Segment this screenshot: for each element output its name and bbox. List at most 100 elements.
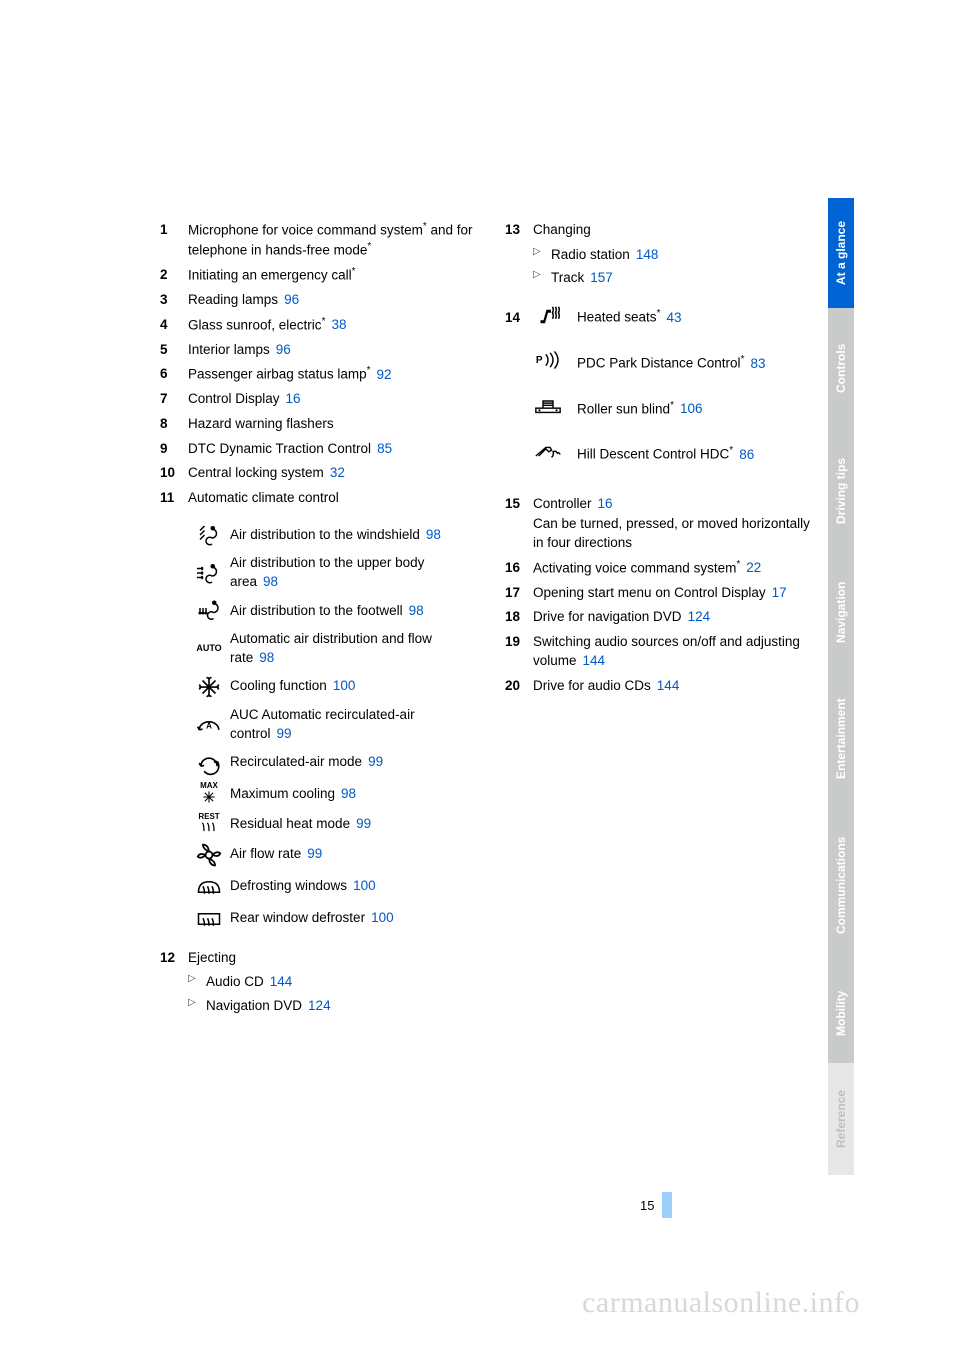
tab-entertainment[interactable]: Entertainment	[828, 671, 854, 807]
tab-navigation[interactable]: Navigation	[828, 553, 854, 671]
item-number: 18	[505, 607, 533, 627]
page-ref[interactable]: 86	[739, 447, 754, 462]
list-item: 1Microphone for voice command system* an…	[160, 220, 475, 260]
page-ref[interactable]: 38	[331, 317, 346, 332]
icon-text: Automatic air distribution and flow rate…	[230, 630, 475, 668]
item-number: 1	[160, 220, 188, 260]
right-column: 13 Changing ▷Radio station148▷Track157 1…	[505, 220, 820, 1019]
page-ref[interactable]: 16	[286, 391, 301, 406]
item-note: Can be turned, pressed, or moved horizon…	[533, 514, 820, 553]
page-ref[interactable]: 16	[598, 496, 613, 511]
rest-icon: REST	[188, 813, 230, 836]
icon-text: Cooling function100	[230, 677, 475, 696]
page-ref[interactable]: 100	[333, 678, 356, 693]
list-item: 3Reading lamps96	[160, 290, 475, 310]
item-text: Reading lamps96	[188, 290, 475, 310]
item-number: 19	[505, 632, 533, 671]
page-ref[interactable]: 85	[377, 441, 392, 456]
icon-text: AUC Automatic recirculated-air control99	[230, 706, 475, 744]
sub-item: ▷Navigation DVD124	[160, 996, 475, 1016]
item-number: 10	[160, 463, 188, 483]
hdc-icon	[533, 438, 577, 470]
icon-row: Air distribution to the upper body area9…	[160, 554, 475, 592]
item-text: PDC Park Distance Control*83	[577, 353, 820, 373]
page-ref[interactable]: 144	[583, 653, 606, 668]
page-ref[interactable]: 98	[409, 603, 424, 618]
watermark: carmanualsonline.info	[582, 1286, 860, 1320]
sunblind-icon	[533, 393, 577, 425]
tab-reference[interactable]: Reference	[828, 1063, 854, 1175]
sub-text: Track157	[551, 268, 820, 288]
item-text: Roller sun blind*106	[577, 399, 820, 419]
icon-row: Air flow rate99	[160, 842, 475, 868]
air-footwell-icon	[188, 598, 230, 624]
tab-mobility[interactable]: Mobility	[828, 963, 854, 1063]
air-upper-icon	[188, 560, 230, 586]
page-ref[interactable]: 144	[270, 974, 293, 989]
tab-driving-tips[interactable]: Driving tips	[828, 429, 854, 553]
page-ref[interactable]: 43	[666, 310, 681, 325]
item-text: Changing	[533, 220, 820, 240]
page-ref[interactable]: 98	[341, 786, 356, 801]
page-ref[interactable]: 98	[259, 650, 274, 665]
page-ref[interactable]: 22	[746, 560, 761, 575]
icon-row: AAUC Automatic recirculated-air control9…	[160, 706, 475, 744]
page-ref[interactable]: 99	[356, 816, 371, 831]
icon-row: AUTOAutomatic air distribution and flow …	[160, 630, 475, 668]
list-item: 10Central locking system32	[160, 463, 475, 483]
page-ref[interactable]: 32	[330, 465, 345, 480]
icon-text: Maximum cooling98	[230, 785, 475, 804]
left-column: 1Microphone for voice command system* an…	[160, 220, 475, 1019]
item-number: 20	[505, 676, 533, 696]
page-ref[interactable]: 157	[590, 270, 613, 285]
sub-text: Radio station148	[551, 245, 820, 265]
icon-text: Defrosting windows100	[230, 877, 475, 896]
page-ref[interactable]: 99	[368, 754, 383, 769]
icon-text: Air distribution to the footwell98	[230, 602, 475, 621]
item-13: 13 Changing	[505, 220, 820, 240]
page-ref[interactable]: 100	[371, 910, 394, 925]
page-ref[interactable]: 98	[263, 574, 278, 589]
sub-text: Audio CD144	[206, 972, 475, 992]
tab-communications[interactable]: Communications	[828, 807, 854, 963]
item-text: Interior lamps96	[188, 340, 475, 360]
page-ref[interactable]: 99	[307, 846, 322, 861]
list-item: 8Hazard warning flashers	[160, 414, 475, 434]
item-text: Central locking system32	[188, 463, 475, 483]
list-item: 18Drive for navigation DVD124	[505, 607, 820, 627]
item-text: Microphone for voice command system* and…	[188, 220, 475, 260]
triangle-icon: ▷	[188, 996, 206, 1016]
page-ref[interactable]: 124	[688, 609, 711, 624]
page-ref[interactable]: 83	[750, 356, 765, 371]
tab-at-a-glance[interactable]: At a glance	[828, 198, 854, 308]
page-ref[interactable]: 124	[308, 998, 331, 1013]
item-text: Activating voice command system*22	[533, 558, 820, 578]
icon-row: Cooling function100	[160, 674, 475, 700]
item-number: 4	[160, 315, 188, 335]
list-item: 20Drive for audio CDs144	[505, 676, 820, 696]
item-number: 8	[160, 414, 188, 434]
page-ref[interactable]: 96	[284, 292, 299, 307]
page-ref[interactable]: 98	[426, 527, 441, 542]
recirc-icon	[188, 750, 230, 776]
page-number-wrap: 15	[640, 1192, 672, 1218]
page-ref[interactable]: 144	[657, 678, 680, 693]
list-item: 4Glass sunroof, electric*38	[160, 315, 475, 335]
icon-text: Rear window defroster100	[230, 909, 475, 928]
page-ref[interactable]: 99	[277, 726, 292, 741]
triangle-icon: ▷	[188, 972, 206, 992]
item-text: Hazard warning flashers	[188, 414, 475, 434]
page-ref[interactable]: 92	[377, 367, 392, 382]
tab-controls[interactable]: Controls	[828, 308, 854, 429]
page-ref[interactable]: 148	[636, 247, 659, 262]
item-number: 2	[160, 265, 188, 285]
item-number: 9	[160, 439, 188, 459]
page-ref[interactable]: 96	[276, 342, 291, 357]
icon-row: MAXMaximum cooling98	[160, 782, 475, 807]
cooling-icon	[188, 674, 230, 700]
page-ref[interactable]: 106	[680, 401, 703, 416]
item-number: 7	[160, 389, 188, 409]
page-ref[interactable]: 100	[353, 878, 376, 893]
page-ref[interactable]: 17	[772, 585, 787, 600]
item-text: Controller16Can be turned, pressed, or m…	[533, 494, 820, 553]
